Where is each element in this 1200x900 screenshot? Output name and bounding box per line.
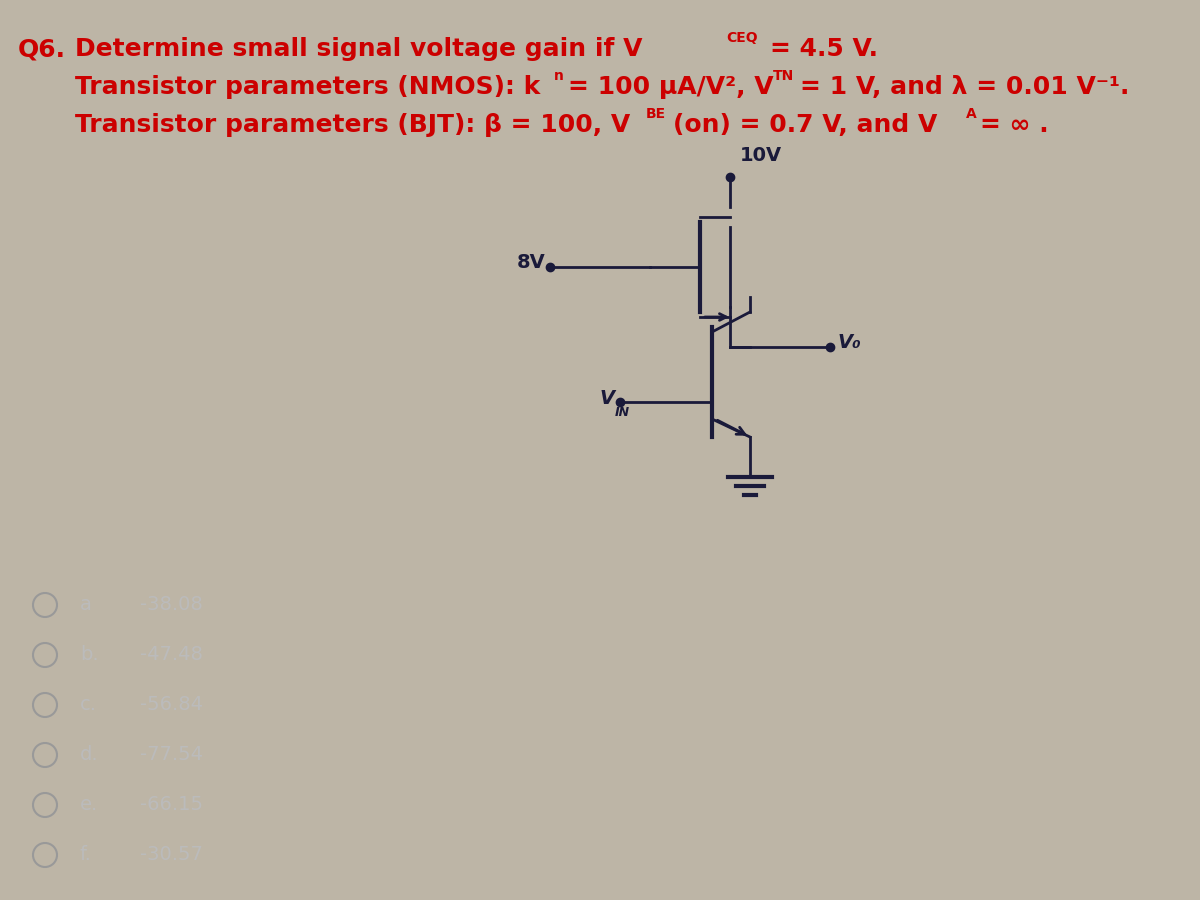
Text: = 100 μA/V², V: = 100 μA/V², V bbox=[568, 75, 774, 99]
Text: 10V: 10V bbox=[740, 146, 782, 165]
Text: b.: b. bbox=[80, 645, 98, 664]
Text: TN: TN bbox=[773, 69, 794, 83]
Text: c.: c. bbox=[80, 696, 97, 715]
Text: -30.57: -30.57 bbox=[140, 845, 203, 865]
Text: BE: BE bbox=[646, 107, 666, 121]
Text: 8V: 8V bbox=[516, 254, 545, 273]
Text: A: A bbox=[966, 107, 977, 121]
Text: = 4.5 V.: = 4.5 V. bbox=[770, 37, 878, 61]
Text: V₀: V₀ bbox=[838, 334, 862, 353]
Text: = ∞ .: = ∞ . bbox=[980, 113, 1049, 137]
Text: V: V bbox=[600, 389, 616, 408]
Text: IN: IN bbox=[614, 406, 630, 419]
Text: n: n bbox=[554, 69, 564, 83]
Text: -77.54: -77.54 bbox=[140, 745, 203, 764]
Text: -47.48: -47.48 bbox=[140, 645, 203, 664]
Text: -56.84: -56.84 bbox=[140, 696, 203, 715]
Text: -66.15: -66.15 bbox=[140, 796, 203, 814]
Text: Transistor parameters (BJT): β = 100, V: Transistor parameters (BJT): β = 100, V bbox=[74, 113, 630, 137]
Text: a: a bbox=[80, 596, 92, 615]
Text: CEQ: CEQ bbox=[726, 31, 757, 45]
Text: -38.08: -38.08 bbox=[140, 596, 203, 615]
Text: Q6.: Q6. bbox=[18, 37, 66, 61]
Text: (on) = 0.7 V, and V: (on) = 0.7 V, and V bbox=[673, 113, 937, 137]
Text: f.: f. bbox=[80, 845, 92, 865]
Text: = 1 V, and λ = 0.01 V⁻¹.: = 1 V, and λ = 0.01 V⁻¹. bbox=[800, 75, 1129, 99]
Text: e.: e. bbox=[80, 796, 98, 814]
Text: Determine small signal voltage gain if V: Determine small signal voltage gain if V bbox=[74, 37, 642, 61]
Text: d.: d. bbox=[80, 745, 98, 764]
Text: Transistor parameters (NMOS): k: Transistor parameters (NMOS): k bbox=[74, 75, 540, 99]
